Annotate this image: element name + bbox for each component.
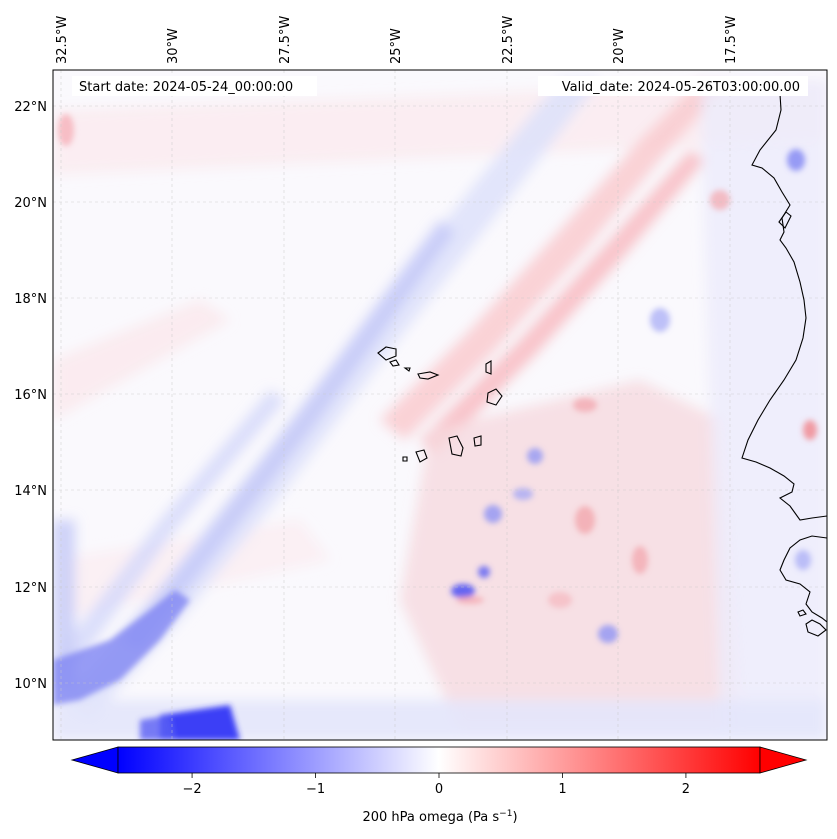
- gridlines: [53, 70, 827, 740]
- valid-date-box: [538, 76, 808, 96]
- lon-label: 27.5°W: [278, 16, 293, 64]
- lat-label: 14°N: [14, 484, 47, 499]
- start-date-text: Start date: 2024-05-24_00:00:00: [79, 80, 293, 95]
- sao-vicente-island: [389, 359, 400, 367]
- lon-label: 30°W: [166, 28, 181, 64]
- sal-island: [485, 360, 492, 375]
- africa-coastline: [741, 93, 827, 521]
- boa-vista-island: [486, 388, 503, 406]
- lat-label: 10°N: [14, 677, 47, 692]
- lon-label: 20°W: [612, 28, 627, 64]
- map-frame: [52, 69, 828, 741]
- omega-field: [53, 70, 827, 740]
- lon-label: 32.5°W: [55, 16, 70, 64]
- lat-label: 22°N: [14, 100, 47, 115]
- maio-island: [473, 435, 482, 447]
- colorbar-right-extension: [759, 746, 808, 774]
- colorbar-tick-label: 0: [435, 782, 443, 797]
- colorbar-tick-label: −1: [306, 782, 325, 797]
- brava-island: [402, 456, 408, 462]
- colorbar-left-extension: [70, 746, 119, 774]
- bijagos-islands: [797, 609, 827, 637]
- colorbar-label: 200 hPa omega (Pa s−1): [362, 809, 517, 825]
- valid-date-text: Valid_date: 2024-05-26T03:00:00.00: [562, 80, 800, 95]
- lon-label: 25°W: [389, 28, 404, 64]
- lat-label: 12°N: [14, 581, 47, 596]
- fogo-island: [415, 449, 428, 463]
- lon-label: 22.5°W: [501, 16, 516, 64]
- start-date-box: [72, 76, 317, 96]
- lat-label: 20°N: [14, 196, 47, 211]
- colorbar-gradient: [117, 746, 761, 774]
- lat-label: 16°N: [14, 388, 47, 403]
- colorbar-tick-label: −2: [182, 782, 201, 797]
- colorbar-tick-label: 2: [682, 782, 690, 797]
- west-sahara-island: [778, 211, 792, 229]
- colorbar-ticks: −2 −1 0 1 2: [182, 773, 690, 797]
- senegal-gambia-coast: [779, 535, 827, 623]
- colorbar: −2 −1 0 1 2 200 hPa omega (Pa s−1): [70, 746, 808, 825]
- santa-luzia-island: [403, 367, 411, 372]
- latitude-labels: 22°N 20°N 18°N 16°N 14°N 12°N 10°N: [14, 100, 47, 692]
- lat-label: 18°N: [14, 292, 47, 307]
- colorbar-tick-label: 1: [558, 782, 566, 797]
- sao-nicolau-island: [417, 371, 440, 380]
- santiago-island: [448, 435, 464, 457]
- santo-antao-island: [377, 346, 397, 361]
- lon-label: 17.5°W: [724, 16, 739, 64]
- coastlines: [377, 93, 827, 637]
- longitude-labels: 32.5°W 30°W 27.5°W 25°W 22.5°W 20°W 17.5…: [55, 16, 739, 64]
